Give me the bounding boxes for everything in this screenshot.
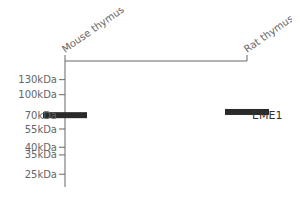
svg-text:35kDa: 35kDa — [25, 149, 57, 160]
svg-text:130kDa: 130kDa — [18, 74, 57, 85]
svg-text:55kDa: 55kDa — [25, 124, 57, 135]
svg-text:70kDa: 70kDa — [25, 110, 57, 121]
svg-text:25kDa: 25kDa — [25, 169, 57, 180]
svg-text:EME1: EME1 — [252, 109, 282, 122]
svg-text:100kDa: 100kDa — [18, 89, 57, 100]
svg-text:Rat thymus: Rat thymus — [242, 13, 292, 55]
svg-text:Mouse thymus: Mouse thymus — [60, 8, 126, 55]
svg-text:40kDa: 40kDa — [24, 141, 57, 153]
